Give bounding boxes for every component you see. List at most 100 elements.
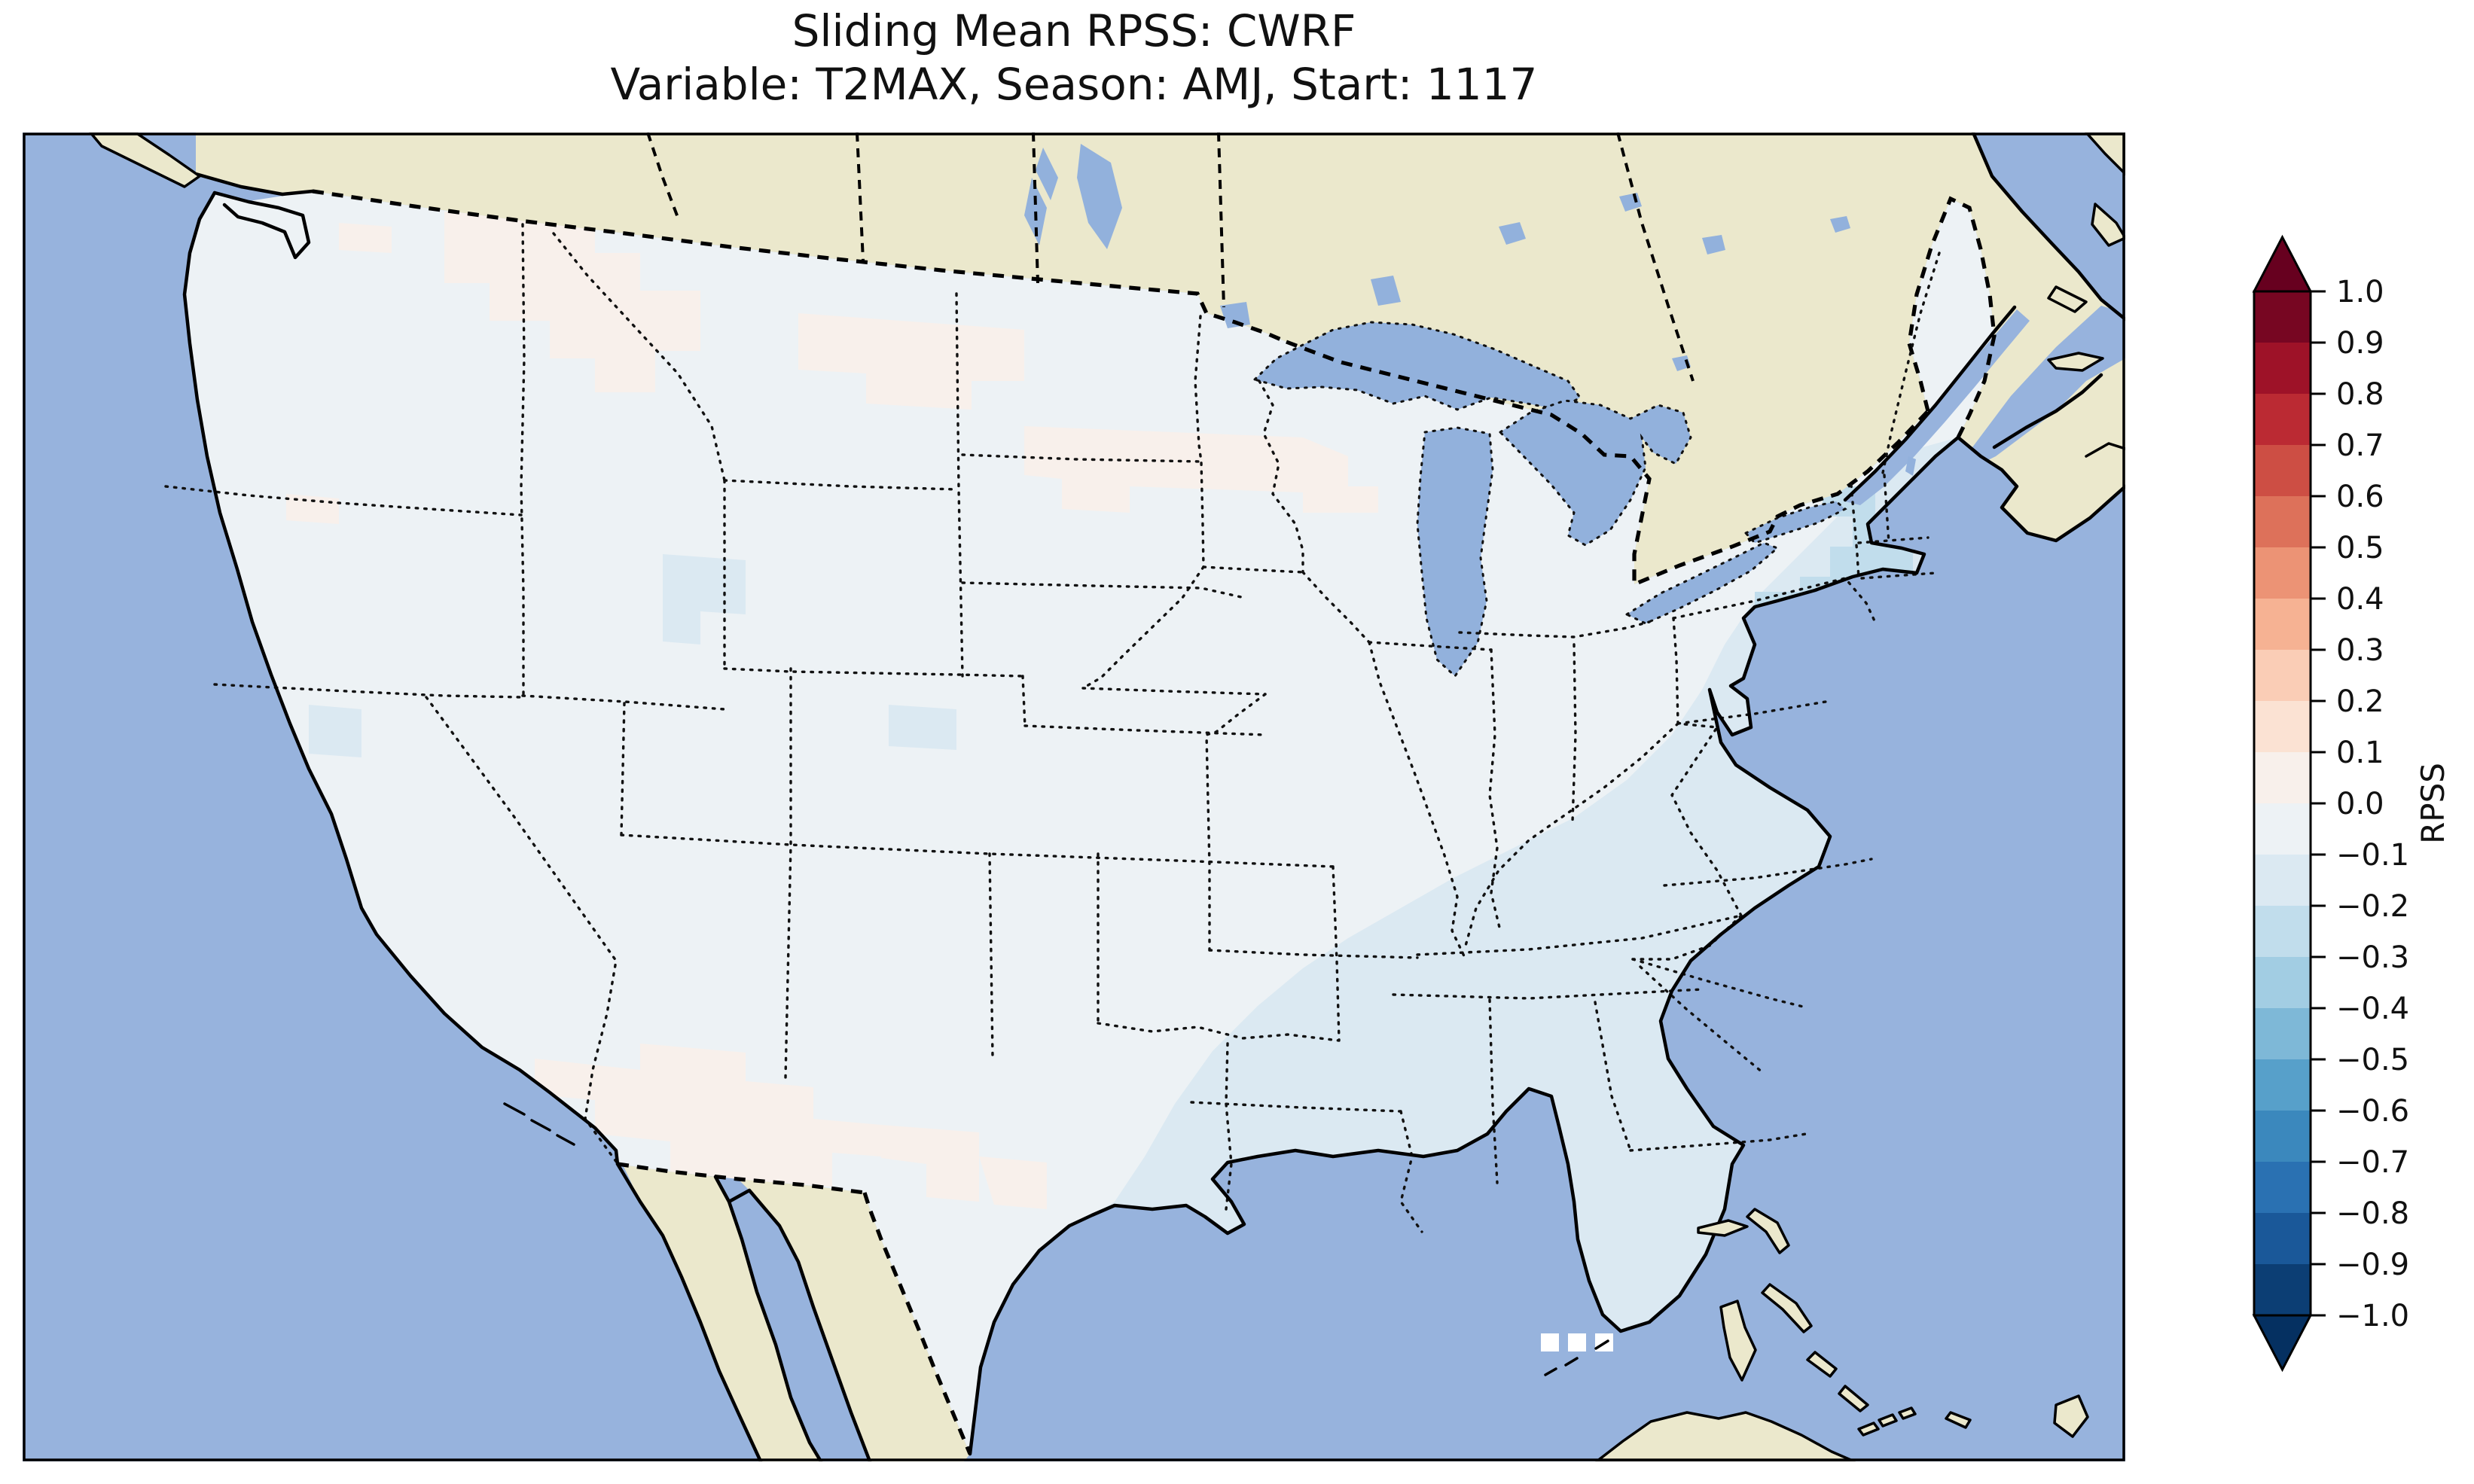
cuba	[1595, 1411, 1856, 1461]
va-nc-border	[1663, 858, 1873, 887]
puget-sound-coast	[212, 190, 311, 260]
ab-sk-border	[856, 133, 865, 261]
ut-co-az-nm-border	[784, 667, 792, 1079]
colorbar-under-arrow	[2252, 1314, 2313, 1373]
small-island-chains	[503, 1102, 1609, 1376]
colorbar-segment	[2254, 1059, 2311, 1111]
newfoundland-island-bit	[2091, 203, 2125, 247]
colorbar-ticks: 1.0 0.9 0.8 0.7 0.6 0.5 0.4 0.3 0.2 0.1 0.0 −0.1 −0.…	[2311, 275, 2409, 1333]
il-in-border	[1488, 648, 1502, 932]
quebec-north-shore	[1971, 133, 2125, 321]
colorbar-tick-label: 0.5	[2336, 531, 2384, 565]
tn-nc-border	[1631, 914, 1743, 961]
lake-erie	[1624, 541, 1780, 625]
lake-nipigon	[1371, 276, 1401, 306]
province-borders	[646, 133, 1695, 382]
bc-ab-border	[646, 133, 681, 222]
mt-wy-border	[723, 479, 958, 491]
us-canada-border-maine	[1907, 196, 1997, 439]
cat-island	[1806, 1351, 1838, 1378]
ne-ks-border	[1023, 724, 1267, 736]
wi-il-border	[1368, 641, 1493, 651]
grand-bahama	[1697, 1219, 1749, 1237]
pacific-coast	[182, 190, 620, 1166]
newfoundland-corner	[2085, 133, 2125, 175]
abaco-island	[1746, 1208, 1790, 1254]
us-canada-border-lakes	[1286, 340, 1929, 587]
ky-va-wv-border	[1670, 722, 1743, 917]
st-lawrence-banks	[1843, 305, 2017, 502]
colorbar-segment	[2254, 291, 2311, 343]
wa-or-border	[164, 485, 523, 517]
colorbar-tick-label: −0.2	[2336, 889, 2409, 924]
colorbar-segment	[2254, 445, 2311, 497]
us-mexico-border-rio-grande	[862, 1192, 972, 1455]
colorbar-tick-label: 0.9	[2336, 326, 2384, 361]
chart-title: Sliding Mean RPSS: CWRF Variable: T2MAX, …	[23, 5, 2125, 111]
us-mexico-border	[617, 1162, 865, 1195]
masked-cell	[1568, 1333, 1586, 1351]
nc-sc-border	[1631, 958, 1807, 1009]
ia-west-border	[1081, 565, 1205, 690]
colorbar-segment	[2254, 906, 2311, 958]
central-montana-patch	[798, 313, 1024, 410]
colorbar-tick-label: −0.9	[2336, 1248, 2409, 1282]
mn-west-border	[1194, 315, 1205, 568]
colorbar-segment	[2254, 599, 2311, 651]
nd-sd-border	[961, 453, 1203, 463]
lake-winnipeg	[1077, 144, 1122, 249]
colorbar-segment	[2254, 650, 2311, 702]
map-frame	[23, 133, 2125, 1461]
neighbor-land	[196, 133, 2125, 1461]
idaho-montana-patch	[444, 212, 700, 392]
colorbar-tick-label: −0.7	[2336, 1145, 2409, 1180]
utah-colorado-patch	[889, 705, 956, 750]
atlantic-canada-coast	[1956, 435, 2125, 543]
colorbar-segment	[2254, 496, 2311, 548]
south-dakota-patch	[1024, 426, 1378, 513]
us-canada-border	[312, 189, 1288, 344]
lake-huron	[1498, 399, 1692, 547]
eleuthera-island	[1761, 1283, 1813, 1333]
colorbar: 1.0 0.9 0.8 0.7 0.6 0.5 0.4 0.3 0.2 0.1 0.0 −0.1 −0.…	[2252, 234, 2451, 1373]
colorbar-segment	[2254, 957, 2311, 1009]
small-lake	[1499, 222, 1526, 245]
ne-co-border	[1021, 675, 1027, 729]
colorbar-segment	[2254, 1111, 2311, 1163]
colorbar-tick-label: −0.1	[2336, 838, 2409, 873]
map-panel	[23, 133, 2125, 1461]
forty-second-parallel	[521, 694, 726, 711]
small-lake	[1905, 456, 1916, 476]
colorbar-tick-label: 0.8	[2336, 377, 2384, 412]
mo-west-border	[1205, 693, 1267, 952]
red-river-border	[1097, 1022, 1341, 1042]
canada-strait-coast	[194, 172, 315, 197]
colorbar-tick-label: −1.0	[2336, 1299, 2409, 1333]
mi-south-border	[1458, 620, 1651, 638]
us-field-base	[185, 191, 1994, 1454]
data-patches-pos	[286, 212, 1378, 1217]
baja-coast	[615, 1162, 763, 1461]
colorbar-segment	[2254, 1162, 2311, 1214]
ohio-river-border	[1464, 722, 1679, 947]
sd-ne-border	[961, 581, 1243, 599]
colorbar-axis-label: RPSS	[2415, 763, 2451, 844]
colorbar-segment	[2254, 343, 2311, 395]
colorbar-segment	[2254, 547, 2311, 599]
great-lakes	[1252, 321, 1847, 678]
mb-on-border	[1217, 133, 1225, 308]
ar-la-border	[1190, 1101, 1402, 1113]
coastlines	[182, 133, 2125, 1461]
colorbar-segment	[2254, 1008, 2311, 1060]
colorbar-tick-label: 0.2	[2336, 684, 2384, 719]
ca-or-border	[213, 683, 524, 699]
colorbar-tick-label: 1.0	[2336, 275, 2384, 309]
id-mt-border	[552, 232, 726, 482]
canada-landmass	[196, 133, 2125, 584]
colorbar-tick-label: 0.1	[2336, 736, 2384, 770]
id-west-border	[520, 223, 526, 697]
andros-island	[1719, 1300, 1757, 1382]
mexico-mainland	[738, 1179, 970, 1461]
islands	[89, 133, 2125, 1461]
colorbar-segments	[2254, 291, 2311, 1316]
